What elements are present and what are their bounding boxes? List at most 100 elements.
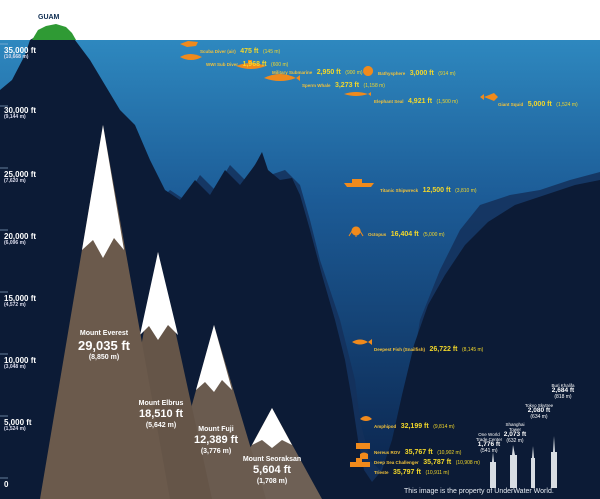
depth-markers (180, 41, 498, 467)
mountain-height-ft: 29,035 ft (77, 338, 131, 353)
depth-ft-label: 5,000 ft (4, 418, 32, 427)
mountain-label-everest: Mount Everest 29,035 ft (8,850 m) (68, 330, 140, 361)
building-name: One World Trade Center (475, 432, 503, 443)
annotation-name: Trieste (374, 470, 389, 475)
shipwreck-icon (344, 179, 374, 187)
building-label-skytree: Tokyo Skytree 2,080 ft (634 m) (524, 403, 554, 420)
depth-m-label: (3,048 m) (4, 364, 26, 370)
bathyscaphe-icon (350, 458, 370, 467)
annotation-metric: (1,524 m) (556, 102, 578, 108)
annotation-value: 2,950 ft (316, 69, 341, 76)
annotation-name: Giant Squid (498, 102, 524, 107)
building-height-m: (632 m) (506, 437, 524, 444)
annotation-elephant-seal: Elephant Seal 4,921 ft (1,500 m) (374, 90, 458, 108)
squid-icon (480, 93, 498, 101)
building-label-one-wtc: One World Trade Center 1,776 ft (541 m) (472, 432, 506, 454)
depth-tick-35000: 35,000 ft (10,668 m) (4, 47, 36, 60)
depth-m-label: (10,668 m) (4, 54, 29, 60)
annotation-value: 5,000 ft (527, 101, 552, 108)
depth-tick-20000: 20,000 ft (6,096 m) (4, 233, 36, 246)
annotation-name: Nereus ROV (374, 450, 401, 455)
submersible-icon (360, 452, 368, 459)
annotation-name: Elephant Seal (374, 99, 404, 104)
buildings (490, 436, 557, 488)
annotation-metric: (10,902 m) (437, 450, 462, 456)
mountain-name: Mount Seoraksan (242, 456, 302, 463)
location-label: GUAM (38, 14, 60, 21)
annotation-value: 35,797 ft (392, 469, 421, 476)
mountain-name: Mount Everest (79, 330, 129, 337)
fish-icon (352, 339, 372, 345)
annotation-value: 35,787 ft (423, 459, 452, 466)
annotation-value: 4,921 ft (407, 98, 433, 105)
annotation-name: Amphipod (374, 424, 397, 429)
annotation-name: Bathysphere (378, 71, 406, 76)
annotation-name: Deep Sea Challenger (374, 460, 419, 465)
annotation-value: 32,199 ft (400, 423, 429, 430)
building-height-ft: 1,776 ft (477, 441, 501, 449)
depth-tick-15000: 15,000 ft (4,572 m) (4, 295, 36, 308)
depth-ft-label: 35,000 ft (4, 46, 37, 55)
depth-m-label: (6,096 m) (4, 240, 26, 246)
annotation-wwi-sub: WWI Sub Diver 1,968 ft (600 m) (206, 53, 288, 71)
annotation-metric: (914 m) (438, 71, 456, 77)
mountain-height-ft: 12,389 ft (193, 434, 239, 446)
building-name: Tokyo Skytree (524, 403, 554, 408)
depth-ft-label: 20,000 ft (4, 232, 37, 241)
annotation-name: Octopus (368, 232, 387, 237)
depth-ft-label: 15,000 ft (4, 294, 37, 303)
building-height-m: (818 m) (554, 393, 572, 400)
annotation-trieste: Trieste 35,797 ft (10,911 m) (374, 461, 449, 479)
annotation-deep-sea-challenger: Deep Sea Challenger 35,787 ft (10,908 m) (374, 451, 480, 469)
whale-icon (264, 74, 300, 81)
credit-text: This image is the property of UnderWater… (404, 488, 554, 495)
annotation-metric: (1,500 m) (436, 99, 458, 105)
mountain-height-ft: 5,604 ft (253, 464, 291, 476)
annotation-snailfish: Deepest Fish (Snailfish) 26,722 ft (8,14… (374, 338, 483, 356)
building-height-m: (634 m) (530, 413, 548, 420)
building-label-shanghai: Shanghai Tower 2,073 ft (632 m) (500, 422, 530, 444)
depth-ft-label: 30,000 ft (4, 106, 37, 115)
depth-ft-label: 0 (4, 480, 9, 489)
annotation-value: 3,273 ft (334, 82, 360, 89)
annotation-value: 1,968 ft (242, 61, 267, 68)
depth-tick-0: 0 (4, 481, 8, 489)
sky (0, 0, 600, 40)
annotation-metric: (600 m) (271, 62, 289, 68)
annotation-metric: (10,908 m) (455, 460, 480, 466)
annotation-titanic: Titanic Shipwreck 12,500 ft (3,810 m) (380, 179, 477, 197)
mountain-height-m: (3,776 m) (200, 448, 232, 455)
mountain-height-ft: 18,510 ft (138, 408, 184, 420)
seal-icon (344, 92, 371, 96)
mountain-height-m: (1,708 m) (256, 478, 288, 485)
mountain-label-seoraksan: Mount Seoraksan 5,604 ft (1,708 m) (236, 456, 308, 485)
annotation-metric: (8,145 m) (461, 347, 484, 353)
annotation-octopus: Octopus 16,404 ft (5,000 m) (368, 223, 445, 241)
depth-m-label: (1,524 m) (4, 426, 26, 432)
building-height-ft: 2,080 ft (527, 407, 551, 415)
depth-m-label: (7,620 m) (4, 178, 26, 184)
mountain-height-m: (8,850 m) (88, 354, 120, 361)
annotation-name: Military Submarine (272, 70, 313, 75)
annotation-metric: (900 m) (345, 70, 363, 76)
annotation-value: 12,500 ft (422, 187, 451, 194)
depth-ft-label: 25,000 ft (4, 170, 37, 179)
annotation-metric: (3,810 m) (455, 188, 477, 194)
annotation-sperm-whale: Sperm Whale 3,273 ft (1,158 m) (302, 74, 385, 92)
depth-m-label: (9,144 m) (4, 114, 26, 120)
mountain-name: Mount Elbrus (138, 400, 184, 407)
depth-m-label: (4,572 m) (4, 302, 26, 308)
guam-island (32, 24, 76, 40)
annotation-name: Scuba Diver (air) (200, 49, 236, 54)
annotation-bathysphere: Bathysphere 3,000 ft (914 m) (378, 62, 456, 80)
building-height-ft: 2,073 ft (503, 431, 527, 439)
amphipod-icon (360, 416, 372, 421)
annotation-giant-squid: Giant Squid 5,000 ft (1,524 m) (498, 93, 578, 111)
annotation-value: 475 ft (240, 48, 259, 55)
annotation-value: 3,000 ft (409, 70, 434, 77)
annotation-military-sub: Military Submarine 2,950 ft (900 m) (272, 61, 363, 79)
bathysphere-icon (363, 66, 374, 76)
annotation-metric: (9,814 m) (433, 424, 455, 430)
